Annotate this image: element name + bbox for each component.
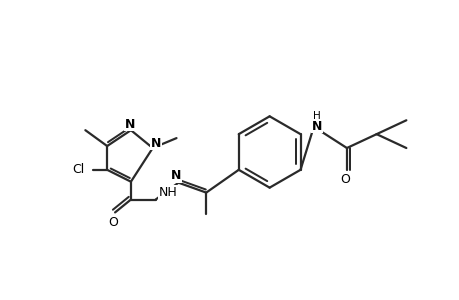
Text: N: N <box>171 169 181 182</box>
Text: H: H <box>313 111 320 121</box>
Text: Cl: Cl <box>72 163 84 176</box>
Text: O: O <box>339 173 349 186</box>
Text: N: N <box>311 120 322 133</box>
Text: NH: NH <box>158 186 177 199</box>
Text: O: O <box>108 216 118 229</box>
Text: N: N <box>150 136 161 150</box>
Text: N: N <box>124 118 135 131</box>
